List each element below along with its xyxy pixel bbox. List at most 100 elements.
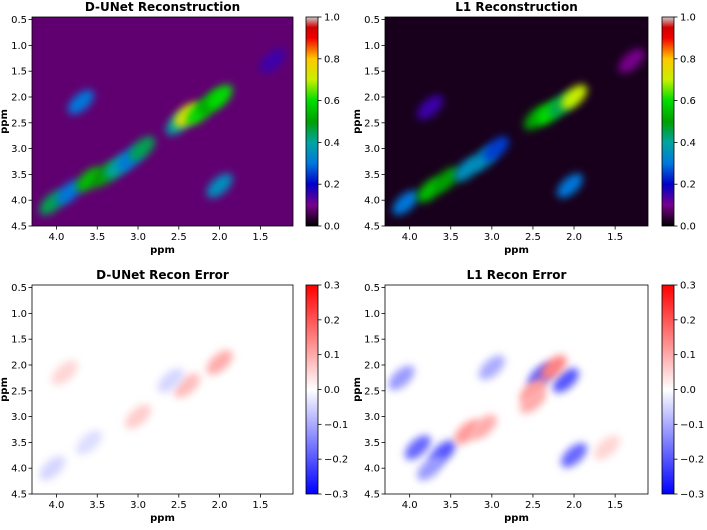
y-tick-label: 4.0 (11, 196, 27, 207)
colorbar (661, 16, 675, 227)
heatmap-peak (540, 355, 567, 380)
panel: 4.0 3.5 3.0 2.5 2.0 1.5 0.5 1.0 1.5 2.0 2.5 3.0 3.5 4… (352, 268, 704, 524)
chart-title: D-UNet Reconstruction (85, 0, 240, 14)
heatmap-peak (39, 455, 66, 481)
colorbar-tick-label: 0.4 (680, 138, 696, 149)
heatmap-peaks (392, 48, 645, 216)
heatmap-peak (593, 435, 620, 460)
colorbar-tick-label: −0.3 (680, 490, 704, 501)
colorbar-tick-label: 0.2 (680, 180, 696, 191)
x-axis-label: ppm (504, 245, 529, 256)
heatmap-peaks (388, 355, 620, 481)
heatmap-peak (482, 136, 509, 161)
plot-frame (384, 16, 649, 227)
heatmap-peak (404, 435, 431, 460)
colorbar-tick-label: 0.3 (324, 281, 340, 292)
heatmap-peak (470, 414, 497, 440)
x-tick-label: 2.5 (525, 232, 541, 243)
y-tick-label: 1.0 (364, 41, 380, 52)
y-tick-label: 2.0 (364, 92, 380, 103)
x-tick-label: 1.5 (607, 232, 623, 243)
panel: 4.0 3.5 3.0 2.5 2.0 1.5 0.5 1.0 1.5 2.0 2.5 3.0 3.5 4… (0, 0, 340, 256)
y-tick-label: 0.5 (364, 283, 380, 294)
colorbar-tick-label: 0.2 (324, 315, 340, 326)
colorbar-tick-label: −0.2 (324, 455, 348, 466)
y-tick-label: 1.0 (11, 309, 27, 320)
heatmap-peak (157, 368, 184, 393)
heatmap-peak (51, 360, 78, 385)
x-axis-label: ppm (150, 245, 175, 256)
y-tick-label: 4.0 (364, 196, 380, 207)
heatmap-peak (556, 173, 583, 198)
x-tick-label: 2.0 (212, 232, 228, 243)
y-tick-label: 4.0 (11, 464, 27, 475)
heatmap-peak (560, 84, 588, 110)
y-tick-label: 0.5 (11, 283, 27, 294)
x-tick-label: 3.0 (130, 232, 146, 243)
heatmap-peak (67, 89, 94, 115)
colorbar (305, 284, 319, 495)
x-tick-label: 3.5 (443, 500, 459, 511)
heatmap-peak (478, 355, 505, 380)
y-tick-label: 1.5 (11, 335, 27, 346)
y-tick-label: 1.0 (364, 309, 380, 320)
y-tick-label: 3.5 (364, 170, 380, 181)
x-tick-label: 3.5 (89, 232, 105, 243)
x-tick-label: 2.5 (525, 500, 541, 511)
heatmap-peaks (39, 48, 286, 216)
x-tick-label: 1.5 (607, 500, 623, 511)
chart-title: D-UNet Recon Error (96, 268, 229, 282)
x-tick-label: 3.0 (484, 232, 500, 243)
colorbar-tick-label: 0.8 (680, 54, 696, 65)
x-tick-label: 2.0 (566, 232, 582, 243)
heatmap-background (385, 285, 648, 494)
x-axis-label: ppm (150, 513, 175, 524)
heatmap-peak (454, 419, 481, 445)
heatmap-peaks (39, 350, 233, 481)
y-tick-label: 3.5 (364, 438, 380, 449)
chart-title: L1 Recon Error (467, 268, 567, 282)
y-tick-label: 3.5 (11, 438, 27, 449)
y-tick-label: 2.0 (11, 92, 27, 103)
chart-title: L1 Reconstruction (455, 0, 578, 14)
x-tick-label: 4.0 (402, 500, 418, 511)
heatmap-peak (618, 48, 645, 74)
y-axis-label: ppm (0, 377, 10, 402)
heatmap-peak (129, 136, 156, 161)
colorbar (305, 16, 319, 227)
colorbar-tick-label: −0.2 (680, 455, 704, 466)
y-tick-label: 1.5 (364, 67, 380, 78)
y-tick-label: 4.0 (364, 464, 380, 475)
y-axis-label: ppm (352, 109, 363, 134)
x-tick-label: 2.0 (566, 500, 582, 511)
heatmap-peak (560, 443, 588, 468)
heatmap-peak (552, 368, 579, 393)
heatmap-peak (417, 95, 444, 120)
y-tick-label: 3.0 (364, 144, 380, 155)
y-tick-label: 2.0 (364, 360, 380, 371)
y-tick-label: 3.0 (364, 412, 380, 423)
heatmap-peak (433, 167, 460, 192)
panel: 4.0 3.5 3.0 2.5 2.0 1.5 0.5 1.0 1.5 2.0 2.5 3.0 3.5 4… (0, 268, 348, 524)
heatmap-peak (55, 180, 82, 205)
y-tick-label: 4.5 (11, 490, 27, 501)
heatmap-peak (173, 373, 201, 398)
colorbar-tick-label: 1.0 (324, 13, 340, 24)
x-tick-label: 2.5 (171, 232, 187, 243)
heatmap-peak (519, 388, 546, 414)
colorbar-tick-label: 0.4 (324, 138, 340, 149)
heatmap-peak (392, 190, 419, 216)
colorbar-tick-label: 0.0 (324, 222, 340, 233)
x-axis-label: ppm (504, 513, 529, 524)
heatmap-peak (259, 48, 286, 74)
y-tick-label: 2.0 (11, 360, 27, 371)
y-tick-label: 1.0 (11, 41, 27, 52)
x-tick-label: 3.5 (443, 232, 459, 243)
y-tick-label: 0.5 (11, 15, 27, 26)
colorbar-tick-label: 0.0 (680, 222, 696, 233)
heatmap-peak (124, 404, 152, 429)
heatmap-peak (206, 173, 233, 198)
y-tick-label: 4.5 (11, 222, 27, 233)
colorbar-tick-label: 1.0 (680, 13, 696, 24)
